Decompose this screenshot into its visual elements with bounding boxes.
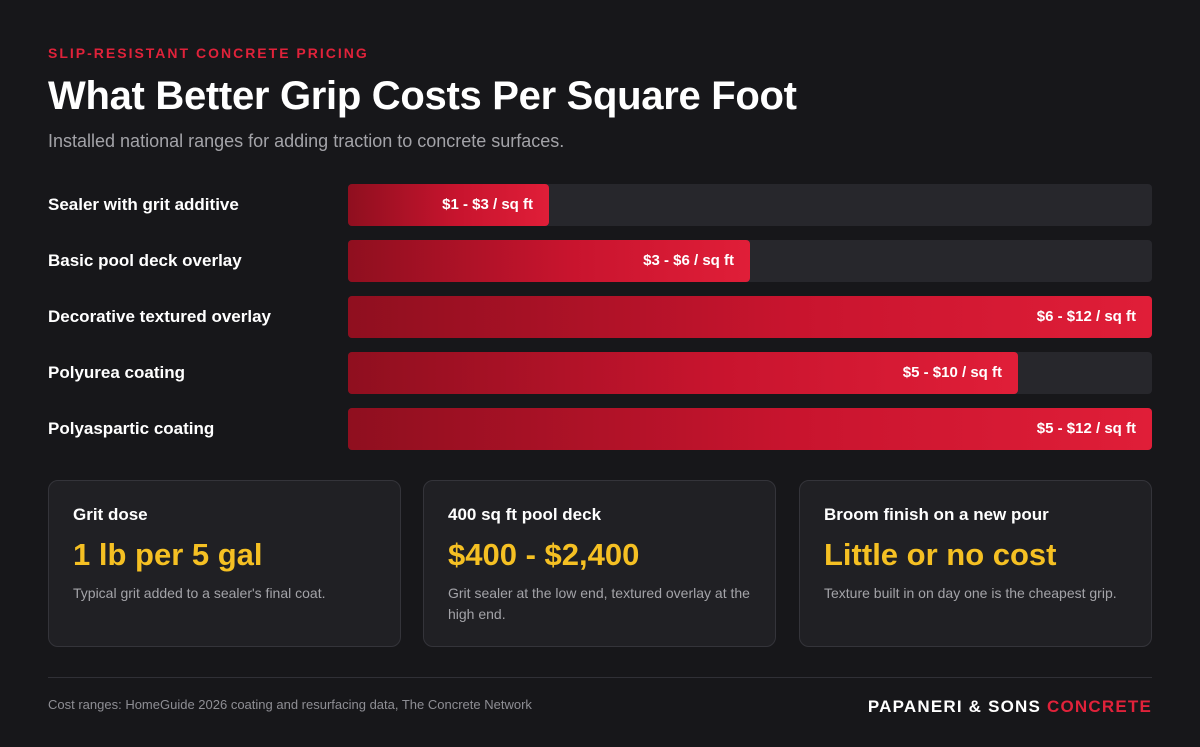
range-bar: $1 - $3 / sq ft bbox=[348, 184, 549, 226]
stat-card-value: Little or no cost bbox=[824, 537, 1057, 572]
kicker: SLIP-RESISTANT CONCRETE PRICING bbox=[48, 45, 369, 61]
stat-card-value: 1 lb per 5 gal bbox=[73, 537, 263, 572]
data-label: $5 - $12 / sq ft bbox=[1036, 420, 1136, 437]
source-note: Cost ranges: HomeGuide 2026 coating and … bbox=[48, 697, 532, 712]
category-label: Polyaspartic coating bbox=[48, 419, 215, 438]
stat-card-label: Broom finish on a new pour bbox=[824, 505, 1049, 524]
stat-card-note: Texture built in on day one is the cheap… bbox=[824, 585, 1117, 601]
subtitle: Installed national ranges for adding tra… bbox=[48, 131, 565, 151]
data-label: $1 - $3 / sq ft bbox=[442, 196, 533, 213]
brand-logo: PAPANERI & SONS CONCRETE bbox=[868, 697, 1152, 717]
page-title: What Better Grip Costs Per Square Foot bbox=[48, 74, 797, 118]
stat-card-note: Typical grit added to a sealer's final c… bbox=[73, 585, 326, 601]
bar-track: $5 - $10 / sq ft bbox=[348, 352, 1152, 394]
data-label: $5 - $10 / sq ft bbox=[902, 364, 1002, 381]
bar-track: $3 - $6 / sq ft bbox=[348, 240, 1152, 282]
chart-row: Sealer with grit additive $1 - $3 / sq ft bbox=[48, 184, 1152, 226]
brand-name: PAPANERI & SONS bbox=[867, 697, 1042, 716]
range-bar: $6 - $12 / sq ft bbox=[348, 296, 1152, 338]
footer-divider bbox=[48, 677, 1152, 678]
category-label: Decorative textured overlay bbox=[48, 307, 271, 326]
stat-card-label: 400 sq ft pool deck bbox=[448, 505, 602, 524]
range-bar: $3 - $6 / sq ft bbox=[348, 240, 750, 282]
chart-row: Polyurea coating $5 - $10 / sq ft bbox=[48, 352, 1152, 394]
category-label: Basic pool deck overlay bbox=[48, 251, 242, 270]
range-bar: $5 - $12 / sq ft bbox=[348, 408, 1152, 450]
bar-track: $1 - $3 / sq ft bbox=[348, 184, 1152, 226]
stat-card-grit-dose: Grit dose 1 lb per 5 gal Typical grit ad… bbox=[48, 480, 401, 647]
brand-accent: CONCRETE bbox=[1047, 697, 1152, 716]
range-bar: $5 - $10 / sq ft bbox=[348, 352, 1018, 394]
stat-cards: Grit dose 1 lb per 5 gal Typical grit ad… bbox=[48, 480, 1152, 647]
data-label: $6 - $12 / sq ft bbox=[1036, 308, 1136, 325]
stat-card-value: $400 - $2,400 bbox=[448, 537, 640, 572]
bar-track: $5 - $12 / sq ft bbox=[348, 408, 1152, 450]
chart-row: Polyaspartic coating $5 - $12 / sq ft bbox=[48, 408, 1152, 450]
chart-row: Basic pool deck overlay $3 - $6 / sq ft bbox=[48, 240, 1152, 282]
stat-card-label: Grit dose bbox=[73, 505, 148, 524]
stat-card-note: Grit sealer at the low end, textured ove… bbox=[448, 585, 750, 622]
category-label: Sealer with grit additive bbox=[48, 195, 239, 214]
stat-card-broom-finish: Broom finish on a new pour Little or no … bbox=[799, 480, 1152, 647]
category-label: Polyurea coating bbox=[48, 363, 185, 382]
chart-row: Decorative textured overlay $6 - $12 / sq… bbox=[48, 296, 1152, 338]
bar-track: $6 - $12 / sq ft bbox=[348, 296, 1152, 338]
data-label: $3 - $6 / sq ft bbox=[643, 252, 734, 269]
stat-card-pool-deck: 400 sq ft pool deck $400 - $2,400 Grit s… bbox=[423, 480, 776, 647]
